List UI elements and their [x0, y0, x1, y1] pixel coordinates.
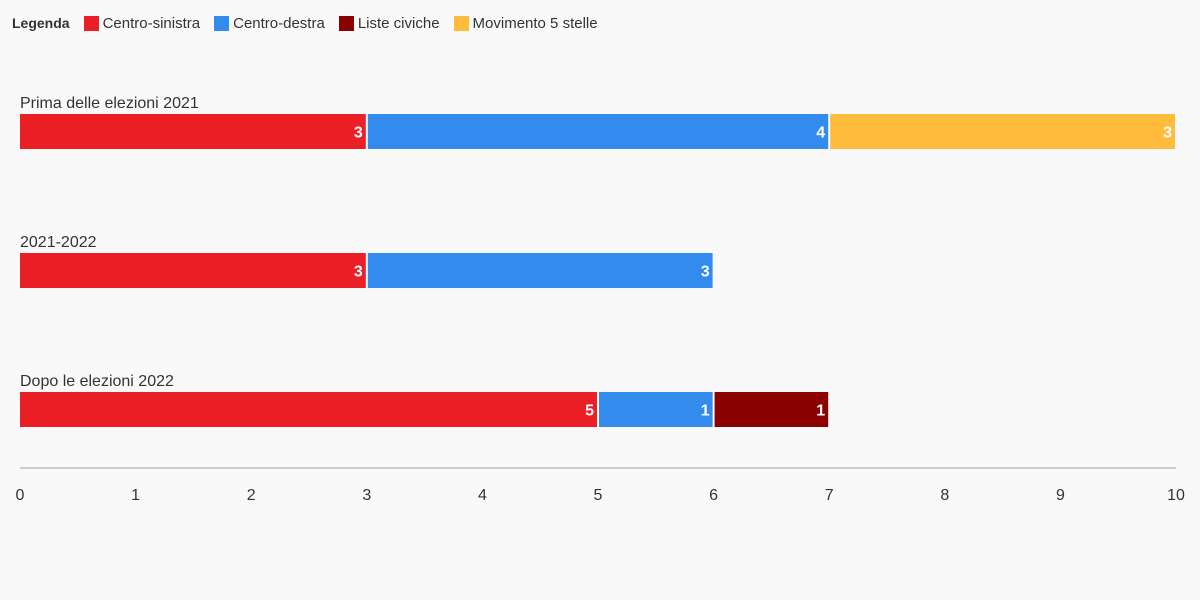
data-label-centro-sinistra-2021-2022: 3 — [354, 264, 363, 281]
legend-label: Centro-destra — [233, 14, 325, 32]
bar-centro-sinistra-prima-delle-elezioni-2021 — [20, 114, 366, 149]
x-tick-label-3: 3 — [362, 487, 371, 504]
x-tick-label-10: 10 — [1167, 487, 1185, 504]
legend-swatch — [83, 15, 99, 31]
data-label-centro-destra-dopo-le-elezioni-2022: 1 — [701, 403, 710, 420]
legend-item-centro-destra[interactable]: Centro-destra — [214, 15, 325, 32]
legend-label: Movimento 5 stelle — [472, 14, 598, 32]
bar-movimento-5-stelle-prima-delle-elezioni-2021 — [830, 114, 1175, 149]
x-tick-label-0: 0 — [16, 487, 25, 504]
x-tick-label-5: 5 — [594, 487, 603, 504]
data-label-liste-civiche-dopo-le-elezioni-2022: 1 — [816, 403, 825, 420]
bar-liste-civiche-dopo-le-elezioni-2022 — [714, 392, 829, 427]
x-tick-label-6: 6 — [709, 487, 718, 504]
legend-swatch — [453, 15, 469, 31]
data-label-movimento-5-stelle-prima-delle-elezioni-2021: 3 — [1163, 125, 1172, 142]
data-label-centro-destra-2021-2022: 3 — [701, 264, 710, 281]
data-label-centro-sinistra-prima-delle-elezioni-2021: 3 — [354, 125, 363, 142]
row-label-prima-delle-elezioni-2021: Prima delle elezioni 2021 — [20, 95, 199, 112]
legend-swatch — [338, 15, 354, 31]
legend-item-movimento-5-stelle[interactable]: Movimento 5 stelle — [453, 14, 598, 32]
data-label-centro-destra-prima-delle-elezioni-2021: 4 — [816, 125, 825, 142]
bar-centro-destra-prima-delle-elezioni-2021 — [367, 114, 829, 149]
bar-centro-destra-dopo-le-elezioni-2022 — [599, 392, 713, 427]
legend-label: Centro-sinistra — [102, 14, 201, 32]
legend-item-centro-sinistra[interactable]: Centro-sinistra — [83, 14, 201, 32]
x-tick-label-2: 2 — [247, 487, 256, 504]
row-label-dopo-le-elezioni-2022: Dopo le elezioni 2022 — [20, 373, 174, 390]
legend: Legenda Centro-sinistra Centro-destra Li… — [12, 12, 598, 34]
bar-centro-sinistra-dopo-le-elezioni-2022 — [20, 392, 597, 427]
x-tick-label-9: 9 — [1056, 487, 1065, 504]
row-label-2021-2022: 2021-2022 — [20, 234, 97, 251]
legend-label: Liste civiche — [357, 14, 440, 32]
legend-title: Legenda — [12, 15, 70, 31]
x-tick-label-7: 7 — [825, 487, 834, 504]
x-tick-label-4: 4 — [478, 487, 487, 504]
legend-items: Centro-sinistra Centro-destra Liste civi… — [83, 14, 598, 32]
legend-item-liste-civiche[interactable]: Liste civiche — [338, 14, 440, 32]
legend-swatch — [214, 15, 230, 31]
data-label-centro-sinistra-dopo-le-elezioni-2022: 5 — [585, 403, 594, 420]
x-tick-label-8: 8 — [940, 487, 949, 504]
bar-centro-sinistra-2021-2022 — [20, 253, 366, 288]
x-tick-label-1: 1 — [131, 487, 140, 504]
bar-centro-destra-2021-2022 — [367, 253, 713, 288]
